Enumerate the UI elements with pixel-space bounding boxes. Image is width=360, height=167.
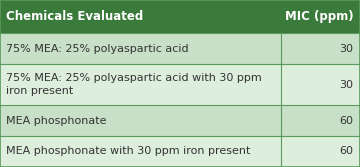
Bar — [281, 0, 360, 33]
Text: Chemicals Evaluated: Chemicals Evaluated — [6, 10, 144, 23]
Bar — [281, 105, 360, 136]
Bar — [281, 33, 360, 64]
Bar — [0, 105, 281, 136]
Text: 75% MEA: 25% polyaspartic acid with 30 ppm
iron present: 75% MEA: 25% polyaspartic acid with 30 p… — [6, 73, 262, 96]
Text: 30: 30 — [339, 43, 354, 53]
Text: MEA phosphonate with 30 ppm iron present: MEA phosphonate with 30 ppm iron present — [6, 146, 251, 156]
Text: 60: 60 — [339, 116, 354, 125]
Bar — [0, 136, 281, 167]
Bar — [0, 64, 281, 105]
Text: 30: 30 — [339, 79, 354, 90]
Text: 75% MEA: 25% polyaspartic acid: 75% MEA: 25% polyaspartic acid — [6, 43, 189, 53]
Bar — [281, 64, 360, 105]
Text: MEA phosphonate: MEA phosphonate — [6, 116, 107, 125]
Bar — [0, 33, 281, 64]
Text: MIC (ppm): MIC (ppm) — [285, 10, 354, 23]
Bar — [281, 136, 360, 167]
Text: 60: 60 — [339, 146, 354, 156]
Bar — [0, 0, 281, 33]
